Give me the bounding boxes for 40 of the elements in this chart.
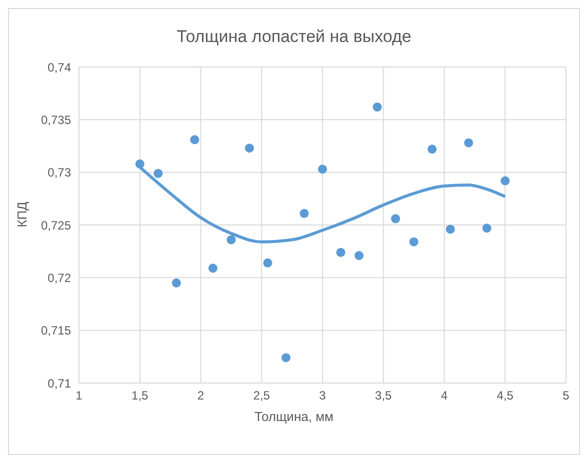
point (482, 224, 492, 233)
chart-title: Толщина лопастей на выходе (176, 26, 412, 48)
x-tick-label: 3,5 (375, 388, 392, 403)
y-tick-label: 0,735 (40, 112, 72, 127)
x-tick-label: 3 (319, 388, 326, 403)
x-tick-label: 1,5 (132, 388, 149, 403)
point (464, 138, 474, 148)
y-tick-label: 0,72 (48, 270, 72, 285)
point (428, 144, 437, 154)
point (372, 102, 382, 112)
y-tick-label: 0,71 (48, 376, 72, 390)
point (336, 248, 346, 257)
y-tick-label: 0,715 (40, 324, 72, 338)
x-axis-title: Толщина, мм (254, 409, 334, 424)
point (391, 214, 400, 224)
x-tick-label: 2,5 (253, 388, 270, 403)
point (500, 176, 510, 186)
point (190, 135, 200, 144)
x-tick-label: 1 (76, 388, 83, 403)
point (446, 224, 455, 234)
x-tick-label: 4,5 (496, 388, 514, 403)
point (226, 235, 236, 244)
point (263, 258, 272, 268)
point (281, 353, 290, 362)
point (318, 164, 328, 174)
point (172, 278, 181, 288)
y-axis-title: КПД (14, 202, 30, 228)
point (135, 159, 144, 168)
point (409, 237, 418, 246)
point (300, 208, 309, 218)
x-tick-label: 5 (562, 388, 570, 403)
x-tick-label: 2 (197, 388, 204, 403)
y-tick-label: 0,725 (40, 218, 72, 232)
x-tick-label: 4 (440, 388, 448, 403)
y-tick-label: 0,73 (48, 166, 72, 180)
point (354, 251, 364, 260)
point (208, 264, 218, 273)
point (154, 168, 163, 178)
point (244, 144, 254, 153)
y-tick-label: 0,74 (48, 60, 72, 74)
